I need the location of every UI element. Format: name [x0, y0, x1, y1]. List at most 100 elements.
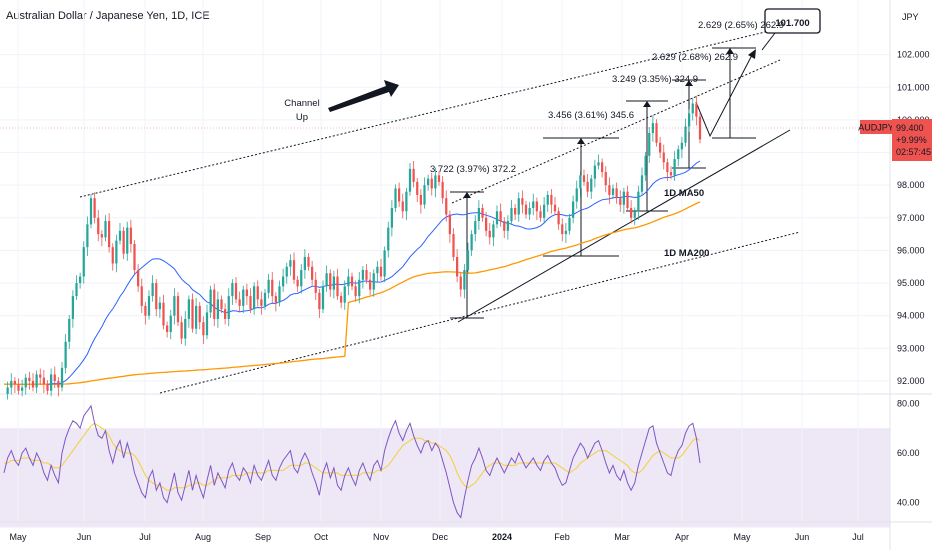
candle	[93, 192, 96, 224]
candle	[325, 265, 328, 292]
candle	[466, 242, 470, 274]
candle	[21, 379, 24, 397]
candle	[227, 288, 230, 327]
candle	[329, 269, 332, 297]
candle	[416, 177, 419, 203]
annotation-texts: Channel Up 3.722 (3.97%) 372.2 3.456 (3.…	[284, 18, 809, 259]
candle	[231, 279, 234, 305]
time-tick-label: 2024	[492, 532, 512, 542]
candle	[521, 190, 524, 214]
price-badge-box	[892, 119, 932, 161]
time-tick-label: Jun	[795, 532, 810, 542]
measure-5-bracket	[712, 47, 756, 139]
time-tick-label: Dec	[432, 532, 449, 542]
price-tick-label: 101.000	[897, 82, 930, 92]
candle	[332, 270, 335, 299]
candle	[441, 176, 444, 204]
candle	[539, 205, 542, 222]
candle	[427, 174, 430, 191]
candle	[289, 254, 292, 276]
measure-4-label: 2.629 (2.68%) 262.9	[652, 52, 738, 63]
candle	[42, 369, 45, 394]
candle	[398, 182, 401, 208]
price-badge-price: 99.400	[896, 123, 924, 133]
candle	[568, 213, 571, 235]
rsi-tick-label: 40.00	[897, 498, 920, 508]
channel-label-2: Up	[296, 112, 308, 123]
candle	[100, 230, 103, 247]
time-axis[interactable]: May Jun Jul Aug Sep Oct Nov Dec 2024 Feb Mar Apr May…	[9, 532, 863, 542]
candle	[445, 190, 448, 222]
candle	[71, 290, 74, 328]
candle	[267, 273, 270, 299]
candle	[64, 333, 67, 374]
candle	[198, 301, 201, 330]
candle	[184, 311, 187, 346]
candle	[137, 264, 140, 292]
candle	[503, 217, 506, 239]
price-tick-label: 93.000	[897, 343, 925, 353]
candle	[158, 296, 161, 318]
candle	[481, 204, 484, 222]
time-tick-label: Jun	[77, 532, 92, 542]
candle	[245, 283, 248, 305]
candle	[590, 174, 593, 199]
time-tick-label: Mar	[614, 532, 630, 542]
candle	[408, 162, 412, 196]
candle	[278, 280, 281, 307]
measure-3-label: 3.249 (3.35%) 324.9	[612, 74, 698, 85]
candle	[698, 112, 702, 144]
candle	[564, 223, 567, 243]
rsi-ma-line	[4, 422, 701, 491]
candle	[430, 172, 433, 196]
candle	[82, 241, 85, 284]
candle	[423, 177, 426, 209]
candle	[622, 187, 625, 214]
candle	[104, 215, 107, 242]
symbol-badge	[860, 120, 892, 134]
candle	[376, 260, 379, 283]
candle	[176, 292, 180, 327]
candle	[68, 315, 71, 349]
candle	[659, 136, 662, 159]
candle	[224, 303, 227, 325]
candle	[593, 159, 596, 188]
price-badge-countdown: 02:57:45	[896, 147, 931, 157]
grid	[0, 0, 890, 522]
candle	[379, 258, 383, 281]
candle	[195, 298, 198, 335]
candle	[383, 246, 386, 283]
candle	[57, 377, 60, 397]
candle	[205, 304, 209, 340]
candle	[611, 184, 615, 199]
candle	[608, 177, 611, 204]
candle	[318, 288, 321, 318]
price-tick-label: 95.000	[897, 278, 925, 288]
candle	[282, 268, 285, 292]
candle	[673, 151, 676, 181]
currency-label: JPY	[902, 12, 919, 22]
candle	[50, 368, 53, 397]
candle	[321, 280, 325, 314]
candle	[28, 371, 31, 390]
candle	[695, 95, 698, 126]
candle	[510, 200, 513, 225]
candle	[187, 295, 190, 328]
time-tick-label: Jul	[852, 532, 864, 542]
price-axis[interactable]: 102.000101.000100.00099.00098.00097.0009…	[897, 50, 930, 386]
candle	[633, 207, 636, 225]
channel-upper-line	[79, 25, 791, 198]
candle	[575, 180, 578, 209]
candle	[256, 280, 259, 307]
candle	[144, 301, 147, 325]
time-tick-label: May	[733, 532, 751, 542]
candle	[437, 171, 441, 186]
candle	[155, 279, 158, 317]
rsi-axis[interactable]: 80.00 60.00 40.00	[897, 398, 920, 507]
measure-2-bracket	[543, 137, 619, 257]
candle	[394, 184, 397, 212]
candle	[557, 207, 560, 230]
candle	[553, 196, 557, 216]
candle	[292, 252, 296, 284]
